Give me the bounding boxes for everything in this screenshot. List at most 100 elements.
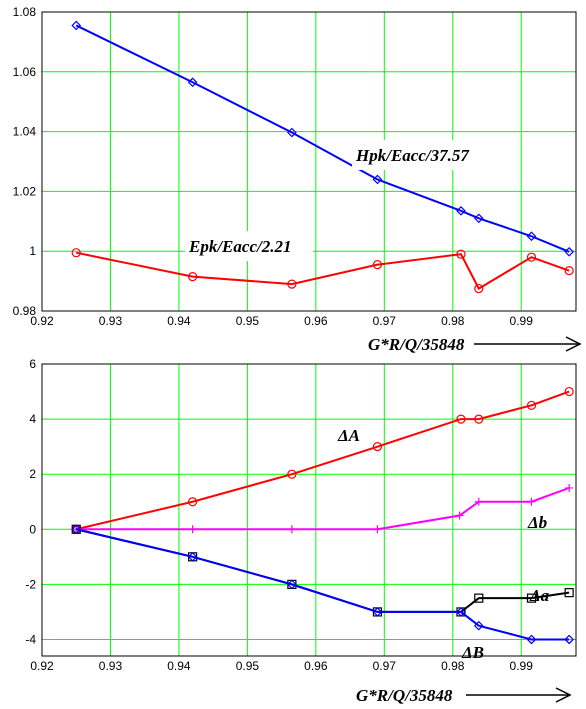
x-tick-label: 0.94 [167, 314, 191, 328]
x-tick-label: 0.98 [441, 314, 465, 328]
data-point [456, 414, 466, 424]
x-tick-label: 0.94 [167, 659, 191, 673]
epk-annotation: Epk/Eacc/2.21 [188, 237, 291, 256]
epk-label-bg [185, 231, 313, 261]
data-point [526, 634, 537, 645]
series-line [76, 528, 570, 613]
y-tick-label: 2 [29, 467, 36, 481]
top-xaxis-label: G*R/Q/35848 [368, 335, 465, 354]
top-chart: 0.92 0.93 0.94 0.95 0.96 0.97 0.98 0.99 0.98 1 1.0… [13, 5, 582, 354]
data-point [564, 588, 574, 598]
y-tick-label: 1.08 [13, 5, 37, 19]
data-point [456, 607, 466, 617]
delta-A-annotation: ΔA [337, 426, 360, 445]
data-point [527, 497, 536, 506]
data-point [71, 524, 82, 535]
series-3 [71, 524, 575, 645]
delta-a-annotation: Δa [529, 586, 550, 605]
series-0 [71, 20, 575, 257]
series-0 [71, 386, 574, 534]
hpk-annotation: Hpk/Eacc/37.57 [355, 146, 470, 165]
x-tick-label: 0.99 [510, 659, 534, 673]
series-line [75, 24, 570, 253]
series-line [76, 528, 570, 641]
top-series [71, 20, 575, 294]
x-tick-label: 0.93 [99, 659, 123, 673]
data-point [188, 525, 197, 534]
x-tick-label: 0.93 [99, 314, 123, 328]
data-point [187, 77, 198, 88]
data-point [474, 497, 483, 506]
bottom-xaxis-label: G*R/Q/35848 [356, 686, 453, 705]
data-point [526, 252, 537, 262]
data-point [372, 607, 383, 617]
bottom-xaxis-arrow [466, 687, 572, 703]
bottom-chart: 0.92 0.93 0.94 0.95 0.96 0.97 0.98 0.99 -4 -2 0 2 4 6… [25, 357, 577, 705]
y-tick-label: 0.98 [13, 304, 37, 318]
x-tick-label: 0.92 [30, 314, 54, 328]
y-tick-label: -4 [25, 632, 36, 646]
delta-B-annotation: ΔB [461, 643, 484, 662]
x-tick-label: 0.96 [304, 314, 328, 328]
data-point [372, 442, 383, 452]
data-point [565, 483, 574, 492]
y-tick-label: 6 [29, 357, 36, 371]
data-point [474, 283, 484, 294]
y-tick-label: 1 [29, 244, 36, 258]
data-point [188, 272, 198, 282]
delta-b-annotation: Δb [527, 513, 547, 532]
data-point [71, 20, 82, 31]
data-point [287, 579, 297, 590]
data-point [473, 213, 484, 224]
data-point [71, 248, 81, 258]
data-point [526, 593, 537, 603]
top-xaxis-arrow [474, 336, 582, 352]
x-tick-label: 0.99 [510, 314, 534, 328]
data-point [287, 525, 296, 534]
bottom-grid [42, 364, 576, 656]
series-line [76, 487, 570, 531]
data-point [287, 279, 297, 289]
data-point [564, 266, 574, 276]
top-ticks: 0.92 0.93 0.94 0.95 0.96 0.97 0.98 0.99 0.98 1 1.0… [13, 5, 534, 328]
data-point [287, 127, 297, 138]
data-point [187, 551, 198, 562]
series-1 [72, 483, 574, 534]
data-point [372, 174, 383, 185]
data-point [456, 249, 466, 259]
y-tick-label: 1.04 [13, 125, 37, 139]
bottom-plot-frame [41, 363, 577, 657]
data-point [455, 511, 464, 520]
bottom-series [71, 386, 575, 645]
hpk-label-bg [352, 140, 504, 170]
series-2 [71, 524, 574, 617]
series-1 [71, 248, 574, 294]
y-tick-label: -2 [25, 577, 36, 591]
data-point [564, 246, 575, 257]
data-point [372, 260, 383, 270]
data-point [526, 231, 537, 242]
data-point [473, 620, 484, 631]
data-point [373, 525, 382, 534]
y-tick-label: 1.06 [13, 65, 37, 79]
data-point [188, 497, 198, 507]
data-point [564, 386, 574, 397]
series-line [76, 390, 570, 531]
series-line [76, 251, 570, 290]
data-point [526, 400, 537, 410]
data-point [456, 205, 466, 216]
top-plot-frame [41, 11, 577, 312]
x-tick-label: 0.95 [236, 659, 260, 673]
x-tick-label: 0.96 [304, 659, 328, 673]
bottom-ticks: 0.92 0.93 0.94 0.95 0.96 0.97 0.98 0.99 -4 -2 0 2 4 6 [25, 357, 533, 673]
x-tick-label: 0.97 [373, 314, 397, 328]
x-tick-label: 0.95 [236, 314, 260, 328]
x-tick-label: 0.98 [441, 659, 465, 673]
data-point [474, 593, 484, 603]
y-tick-label: 4 [29, 412, 36, 426]
data-point [564, 634, 575, 645]
data-point [287, 469, 297, 479]
y-tick-label: 0 [29, 522, 36, 536]
x-tick-label: 0.97 [373, 659, 397, 673]
